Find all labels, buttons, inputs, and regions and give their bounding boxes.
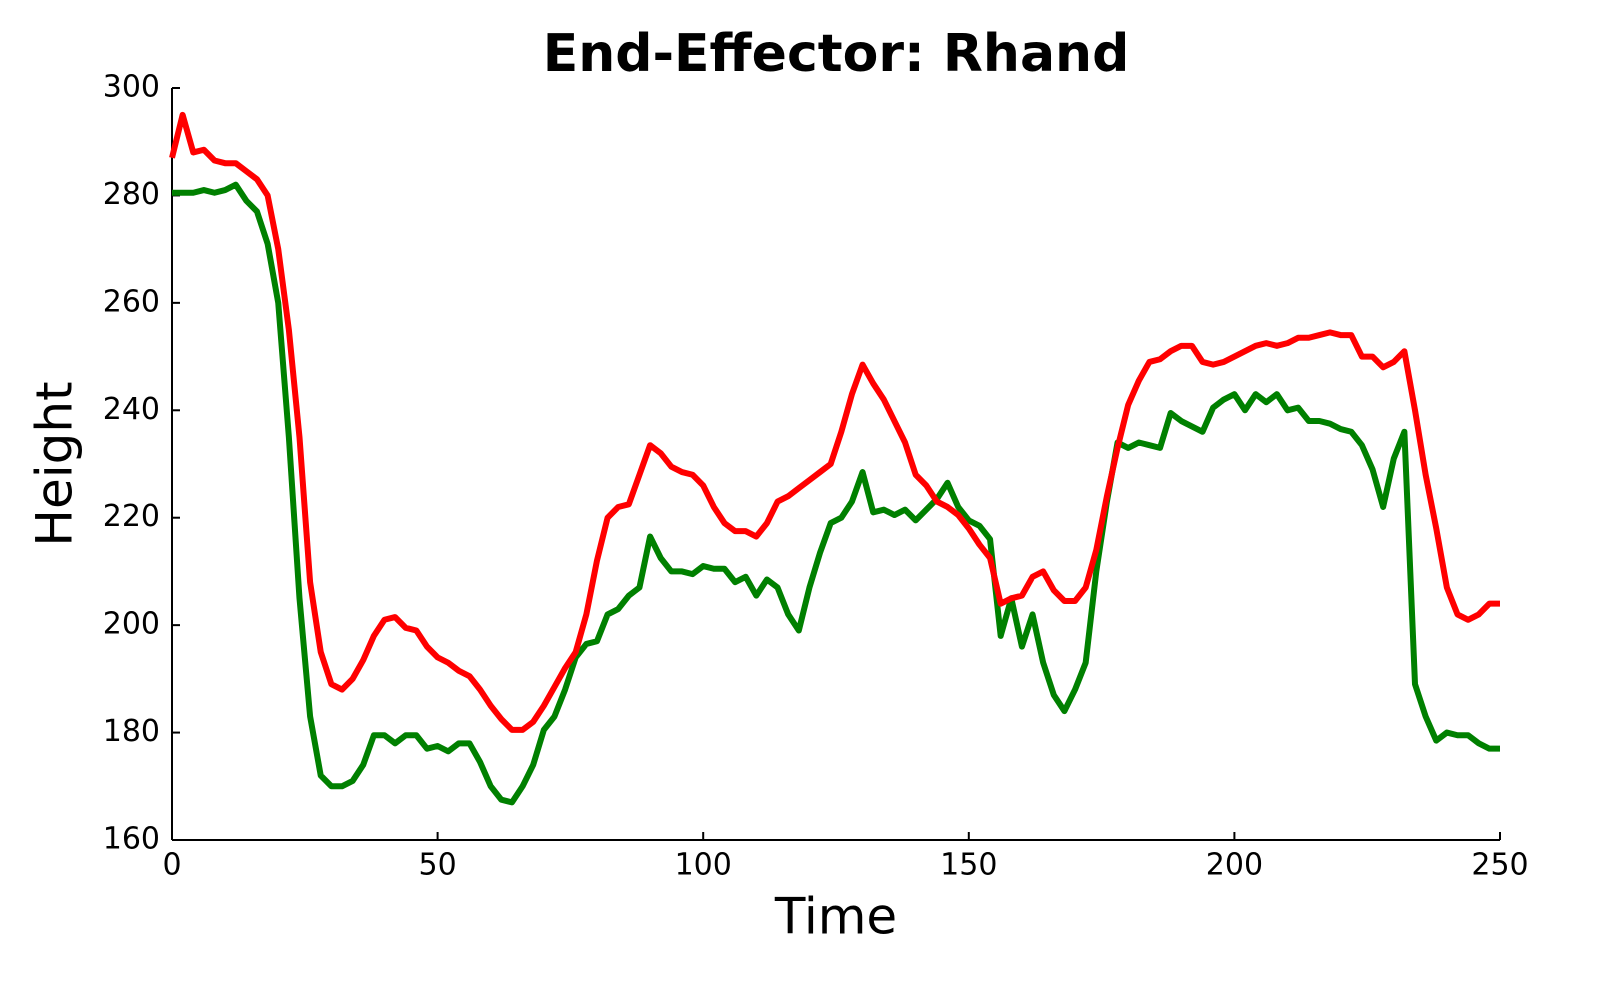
y-tick-label: 240 [103, 392, 160, 427]
y-tick-label: 300 [103, 70, 160, 105]
chart-title: End-Effector: Rhand [543, 24, 1130, 84]
y-axis-label: Height [26, 381, 84, 546]
series-line [172, 181, 1500, 806]
x-tick-label: 150 [940, 848, 997, 883]
y-tick-label: 200 [103, 607, 160, 642]
y-tick-label: 260 [103, 284, 160, 319]
y-tick-label: 160 [103, 822, 160, 857]
x-tick-label: 100 [675, 848, 732, 883]
x-axis-label: Time [774, 888, 897, 946]
y-tick-label: 180 [103, 714, 160, 749]
x-tick-label: 0 [162, 848, 181, 883]
x-tick-label: 250 [1471, 848, 1528, 883]
y-tick-label: 220 [103, 499, 160, 534]
x-tick-label: 200 [1206, 848, 1263, 883]
x-tick-label: 50 [419, 848, 457, 883]
series-line [169, 111, 1500, 733]
y-tick-label: 280 [103, 177, 160, 212]
